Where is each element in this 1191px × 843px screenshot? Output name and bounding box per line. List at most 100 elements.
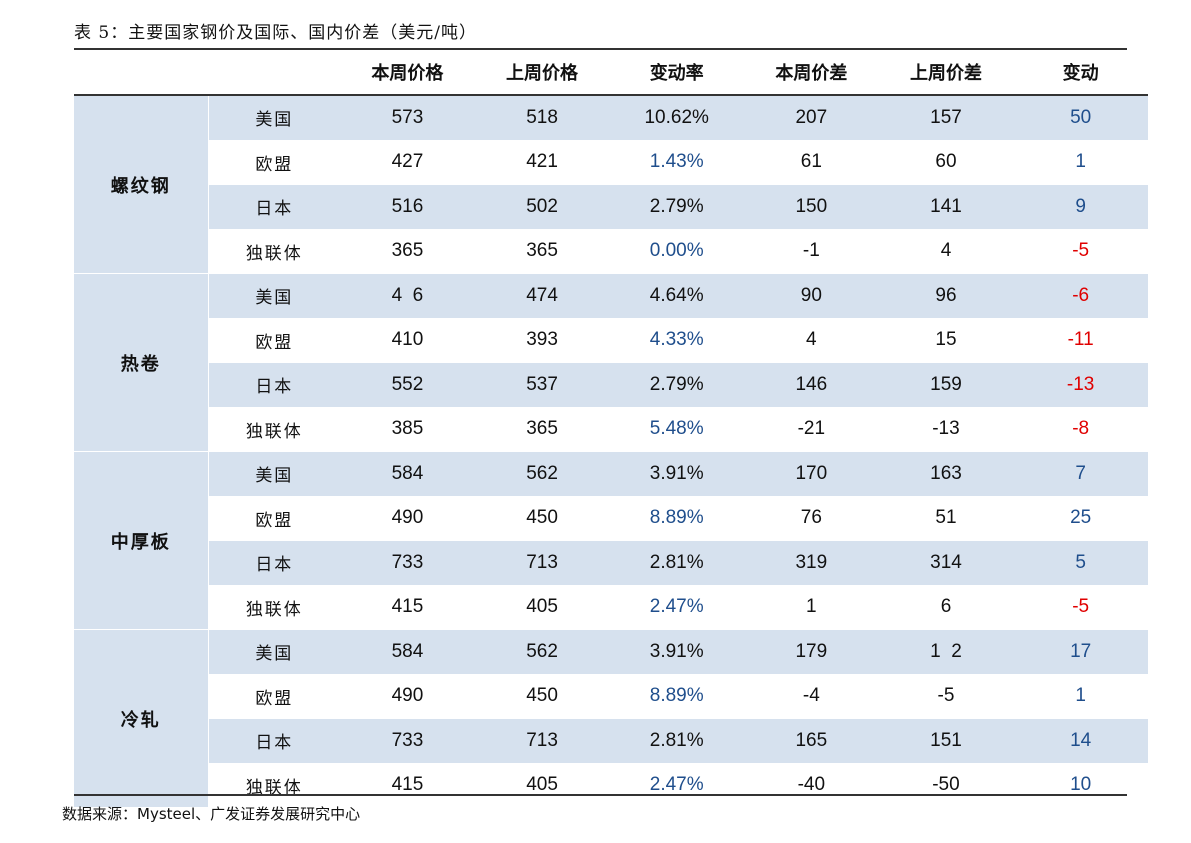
change-rate-cell: 2.79%	[609, 184, 745, 230]
table-caption: 表 5：主要国家钢价及国际、国内价差（美元/吨）	[74, 23, 477, 43]
header-change: 变动	[1013, 50, 1148, 96]
region-cell: 独联体	[208, 407, 341, 452]
header-current-price: 本周价格	[340, 50, 475, 96]
region-cell: 美国	[208, 629, 341, 675]
change-cell: -5	[1013, 585, 1148, 630]
table-row: 独联体 415 405 2.47% -40 -50 10	[74, 763, 1148, 808]
region-cell: 欧盟	[208, 674, 341, 719]
table-row: 日本 733 713 2.81% 165 151 14	[74, 718, 1148, 764]
change-cell: 25	[1013, 496, 1148, 541]
change-rate-cell: 8.89%	[609, 496, 745, 541]
table-row: 欧盟 410 393 4.33% 4 15 -11	[74, 318, 1148, 363]
previous-spread-cell: 96	[878, 273, 1014, 319]
previous-spread-cell: 60	[878, 140, 1014, 185]
current-price-cell: 584	[340, 451, 475, 497]
region-cell: 美国	[208, 95, 341, 141]
region-cell: 欧盟	[208, 318, 341, 363]
previous-spread-cell: 4	[878, 229, 1014, 274]
table-row: 独联体 365 365 0.00% -1 4 -5	[74, 229, 1148, 274]
change-cell: 17	[1013, 629, 1148, 675]
change-rate-cell: 2.81%	[609, 718, 745, 764]
previous-price-cell: 450	[474, 496, 610, 541]
current-price-cell: 490	[340, 496, 475, 541]
region-cell: 独联体	[208, 763, 341, 808]
previous-price-cell: 450	[474, 674, 610, 719]
header-current-spread: 本周价差	[744, 50, 879, 96]
region-cell: 欧盟	[208, 140, 341, 185]
previous-spread-cell: 6	[878, 585, 1014, 630]
bottom-rule	[74, 794, 1127, 796]
category-label: 热卷	[74, 273, 209, 452]
current-price-cell: 490	[340, 674, 475, 719]
change-rate-cell: 1.43%	[609, 140, 745, 185]
header-change-rate: 变动率	[609, 50, 745, 96]
change-rate-cell: 8.89%	[609, 674, 745, 719]
category-label: 螺纹钢	[74, 95, 209, 274]
table-row: 冷轧 美国 584 562 3.91% 179 1 2 17	[74, 629, 1148, 808]
change-cell: -8	[1013, 407, 1148, 452]
region-cell: 日本	[208, 184, 341, 230]
change-cell: -11	[1013, 318, 1148, 363]
previous-spread-cell: 157	[878, 95, 1014, 141]
previous-spread-cell: -13	[878, 407, 1014, 452]
previous-spread-cell: 159	[878, 362, 1014, 408]
change-cell: 7	[1013, 451, 1148, 497]
previous-spread-cell: 151	[878, 718, 1014, 764]
current-spread-cell: 76	[744, 496, 879, 541]
category-label: 冷轧	[74, 629, 209, 808]
previous-spread-cell: 51	[878, 496, 1014, 541]
previous-price-cell: 365	[474, 407, 610, 452]
current-spread-cell: 61	[744, 140, 879, 185]
current-spread-cell: 1	[744, 585, 879, 630]
previous-spread-cell: 15	[878, 318, 1014, 363]
table-row: 日本 733 713 2.81% 319 314 5	[74, 540, 1148, 586]
current-spread-cell: 170	[744, 451, 879, 497]
current-spread-cell: -40	[744, 763, 879, 808]
region-cell: 欧盟	[208, 496, 341, 541]
change-cell: 14	[1013, 718, 1148, 764]
current-spread-cell: 165	[744, 718, 879, 764]
table-row: 独联体 415 405 2.47% 1 6 -5	[74, 585, 1148, 630]
previous-price-cell: 562	[474, 451, 610, 497]
current-price-cell: 385	[340, 407, 475, 452]
table-row: 热卷 美国 4 6 474 4.64% 90 96 -6	[74, 273, 1148, 452]
previous-spread-cell: -5	[878, 674, 1014, 719]
previous-price-cell: 713	[474, 540, 610, 586]
source-note: 数据来源：Mysteel、广发证券发展研究中心	[62, 805, 361, 823]
current-spread-cell: 150	[744, 184, 879, 230]
table-row: 欧盟 427 421 1.43% 61 60 1	[74, 140, 1148, 185]
change-rate-cell: 10.62%	[609, 95, 745, 141]
change-cell: 1	[1013, 674, 1148, 719]
previous-price-cell: 365	[474, 229, 610, 274]
change-rate-cell: 0.00%	[609, 229, 745, 274]
change-rate-cell: 3.91%	[609, 451, 745, 497]
previous-price-cell: 405	[474, 585, 610, 630]
current-price-cell: 415	[340, 763, 475, 808]
region-cell: 独联体	[208, 585, 341, 630]
current-spread-cell: -21	[744, 407, 879, 452]
current-spread-cell: -4	[744, 674, 879, 719]
header-previous-price: 上周价格	[474, 50, 610, 96]
change-cell: -6	[1013, 273, 1148, 319]
change-cell: -13	[1013, 362, 1148, 408]
previous-spread-cell: 314	[878, 540, 1014, 586]
header-blank-category	[74, 50, 209, 96]
previous-price-cell: 713	[474, 718, 610, 764]
change-cell: 9	[1013, 184, 1148, 230]
header-previous-spread: 上周价差	[878, 50, 1014, 96]
current-price-cell: 573	[340, 95, 475, 141]
current-price-cell: 4 6	[340, 273, 475, 319]
current-spread-cell: 319	[744, 540, 879, 586]
region-cell: 独联体	[208, 229, 341, 274]
current-price-cell: 427	[340, 140, 475, 185]
current-price-cell: 733	[340, 718, 475, 764]
previous-price-cell: 474	[474, 273, 610, 319]
change-cell: 10	[1013, 763, 1148, 808]
previous-price-cell: 562	[474, 629, 610, 675]
current-price-cell: 552	[340, 362, 475, 408]
table-row: 独联体 385 365 5.48% -21 -13 -8	[74, 407, 1148, 452]
table-row: 欧盟 490 450 8.89% -4 -5 1	[74, 674, 1148, 719]
change-rate-cell: 2.79%	[609, 362, 745, 408]
change-rate-cell: 4.33%	[609, 318, 745, 363]
category-label: 中厚板	[74, 451, 209, 630]
